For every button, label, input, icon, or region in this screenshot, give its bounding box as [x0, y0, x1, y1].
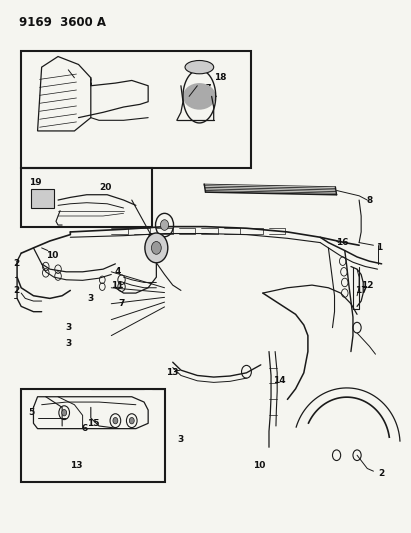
Bar: [21, 51, 251, 168]
Text: 10: 10: [253, 462, 265, 470]
Text: 3: 3: [88, 294, 94, 303]
Circle shape: [160, 220, 169, 230]
Text: 14: 14: [273, 376, 286, 385]
Text: 15: 15: [87, 419, 99, 428]
Text: 4: 4: [114, 268, 120, 276]
Circle shape: [129, 417, 134, 424]
Text: 2: 2: [379, 470, 385, 478]
Text: 17: 17: [355, 286, 367, 295]
Circle shape: [62, 409, 67, 416]
Text: 18: 18: [214, 73, 226, 82]
Ellipse shape: [185, 61, 214, 74]
Text: 19: 19: [29, 178, 42, 187]
Text: 3: 3: [65, 323, 72, 332]
Text: 6: 6: [81, 424, 88, 433]
Text: 2: 2: [13, 260, 19, 268]
Text: 13: 13: [70, 462, 83, 470]
Circle shape: [145, 233, 168, 263]
Text: 13: 13: [166, 368, 179, 377]
Text: 17: 17: [199, 84, 212, 93]
Text: 16: 16: [337, 238, 349, 247]
Polygon shape: [37, 56, 91, 131]
Text: 2: 2: [13, 286, 19, 295]
Text: 9: 9: [147, 233, 153, 242]
Bar: [21, 168, 152, 227]
Bar: [31, 189, 54, 208]
Text: 1: 1: [376, 244, 383, 253]
Text: 16: 16: [81, 78, 93, 87]
Text: 10: 10: [46, 252, 58, 260]
Bar: [21, 389, 164, 482]
Text: 11: 11: [111, 280, 124, 289]
Circle shape: [113, 417, 118, 424]
Text: 3: 3: [65, 339, 72, 348]
Text: 9169  3600 A: 9169 3600 A: [19, 15, 106, 29]
Text: 15: 15: [50, 92, 62, 101]
Text: 5: 5: [28, 408, 35, 417]
Text: 20: 20: [99, 183, 111, 192]
Ellipse shape: [183, 83, 216, 110]
Circle shape: [151, 241, 161, 254]
Text: 12: 12: [361, 280, 374, 289]
Text: 8: 8: [366, 196, 372, 205]
Text: 3: 3: [178, 435, 184, 444]
Text: 7: 7: [118, 299, 125, 308]
